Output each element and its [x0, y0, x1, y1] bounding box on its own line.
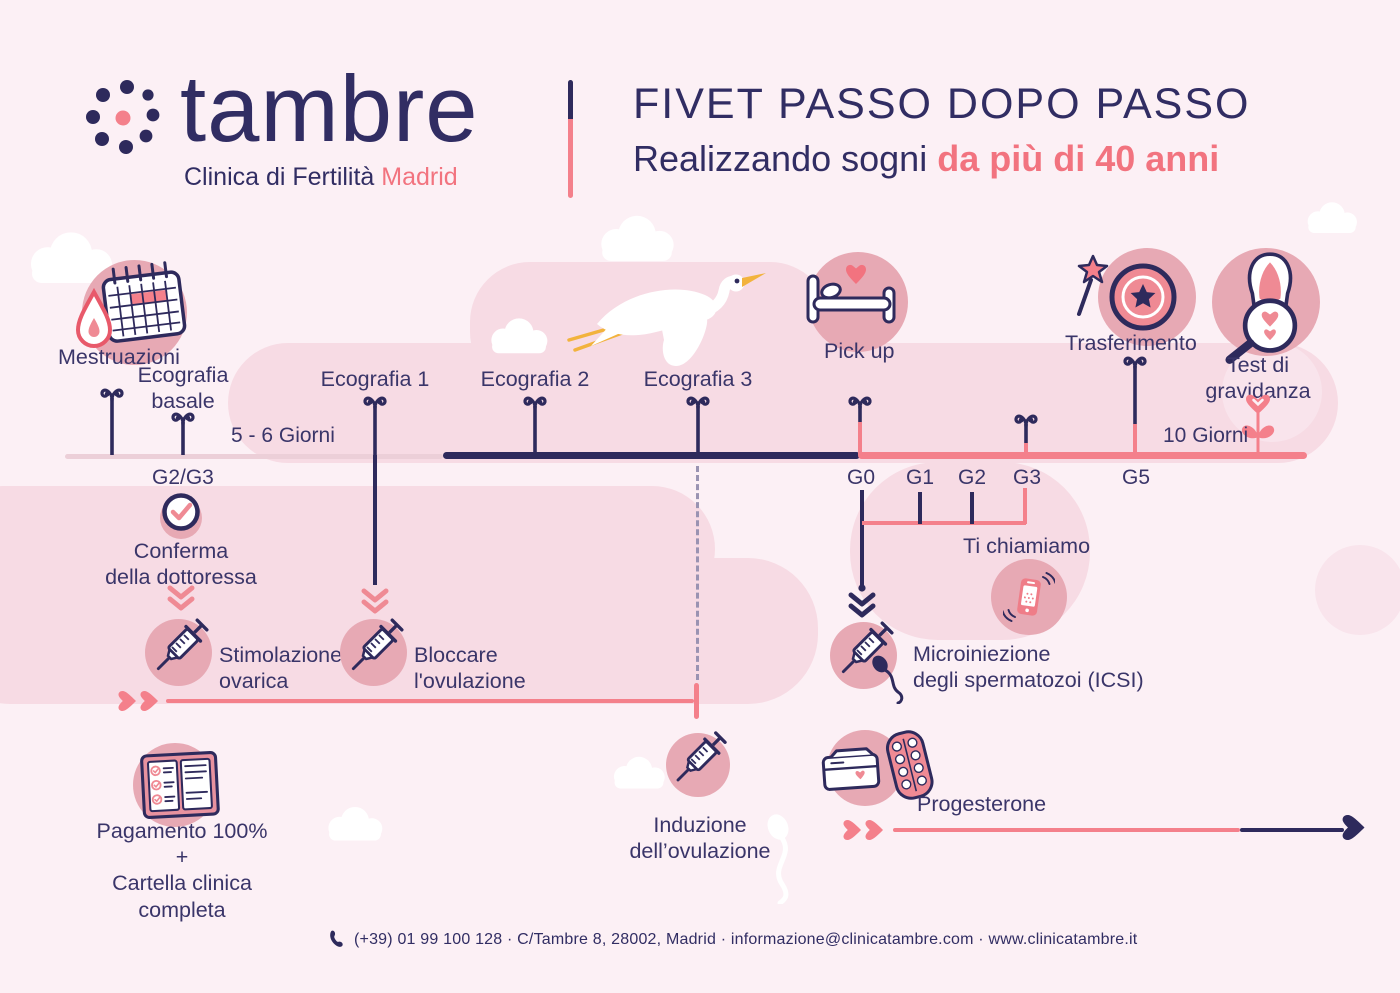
timeline-segment-salmon	[858, 452, 1307, 459]
stimulation-period-line	[166, 699, 694, 703]
syringe-icon	[841, 621, 894, 674]
progesterone-label: Progesterone	[917, 792, 1047, 816]
timeline-segment-navy	[443, 452, 860, 459]
cloud-icon	[491, 318, 548, 354]
trasferimento-stem-salmon	[1133, 424, 1137, 455]
day-label-g2g3: G2/G3	[152, 466, 214, 489]
sperm-icon	[872, 655, 904, 704]
chevron-down-double-navy-icon	[848, 584, 876, 618]
phase1-duration-label: 5 - 6 Giorni	[231, 424, 335, 447]
cloud-icon	[601, 215, 674, 261]
bloccare-label: Bloccare l'ovulazione	[414, 643, 526, 694]
pillbox-blister-icon	[821, 730, 934, 800]
checklist-book-icon	[140, 750, 220, 819]
day-label-g1: G1	[906, 466, 935, 489]
brand-tagline-city: Madrid	[381, 163, 458, 191]
pagamento-label: Pagamento 100% + Cartella clinica comple…	[96, 819, 268, 922]
milestone-label-pick-up: Pick up	[824, 339, 895, 363]
ecografia3-dashed-line	[696, 466, 699, 680]
chevron-down-double-icon	[361, 588, 389, 614]
header-divider	[568, 80, 573, 198]
bracket-line	[862, 521, 1026, 525]
page-title: FIVET PASSO DOPO PASSO	[633, 80, 1251, 128]
footer-contact: (+39) 01 99 100 128 · C/Tambre 8, 28002,…	[354, 931, 1138, 948]
cloud-icon	[328, 806, 383, 841]
background-circle-right	[1222, 342, 1322, 442]
tambre-logo-dots-icon	[86, 80, 160, 154]
sprout-marker-ecografia-1	[363, 396, 387, 455]
sprout-marker-trasferimento	[1123, 356, 1147, 426]
milestone-label-test-gravidanza: Test di gravidanza	[1205, 353, 1311, 404]
heart-arrow-start-icon	[843, 820, 883, 840]
milestone-label-trasferimento: Trasferimento	[1065, 331, 1197, 355]
progesterone-line-navy	[1240, 828, 1344, 832]
cloud-icon	[613, 756, 665, 789]
ringing-phone-icon	[1003, 572, 1055, 622]
stimolazione-label: Stimolazione ovarica	[219, 643, 343, 694]
g3-tick	[1023, 488, 1027, 524]
g0-drop-line	[860, 490, 864, 586]
sprout-marker-ecografia-basale	[171, 412, 195, 455]
heart-arrowhead-icon	[1342, 815, 1365, 840]
page-subtitle-accent: da più di 40 anni	[937, 138, 1220, 179]
chevron-down-double-icon	[167, 585, 195, 611]
g2-tick	[970, 492, 974, 524]
ti-chiamiamo-label: Ti chiamiamo	[963, 534, 1091, 558]
flower-heart-icon	[1241, 394, 1275, 455]
day-label-g3: G3	[1013, 466, 1042, 489]
sprout-marker-g3	[1014, 414, 1038, 445]
heart-arrow-start-icon	[118, 691, 158, 711]
induzione-label: Induzione dell’ovulazione	[629, 813, 771, 864]
syringe-icon	[351, 618, 404, 671]
syringe-icon	[156, 618, 209, 671]
icsi-label: Microiniezione degli spermatozoi (ICSI)	[913, 642, 1144, 693]
page-subtitle: Realizzando sogni da più di 40 anni	[633, 138, 1219, 180]
calendar-blood-drop-icon	[75, 261, 187, 348]
phone-handset-icon	[330, 930, 343, 947]
sprout-marker-ecografia-3	[686, 396, 710, 455]
brand-wordmark: tambre	[180, 56, 479, 161]
brand-tagline-text: Clinica di Fertilità	[184, 163, 375, 191]
timeline-segment-pale	[65, 454, 443, 459]
stimulation-period-end-bar	[694, 683, 699, 719]
sprout-marker-pick-up	[848, 396, 872, 424]
day-label-g5: G5	[1122, 466, 1151, 489]
brand-tagline: Clinica di Fertilità Madrid	[184, 163, 458, 192]
sprout-marker-ecografia-2	[523, 396, 547, 455]
g3-stem-salmon	[1024, 443, 1028, 455]
sprout-marker-mestruazioni	[100, 388, 124, 455]
background-blob-left-lower	[0, 558, 818, 704]
pick-up-stem-salmon	[858, 422, 862, 455]
page-subtitle-plain: Realizzando sogni	[633, 138, 928, 179]
bed-heart-icon	[806, 264, 896, 324]
check-circle-icon	[162, 493, 200, 531]
milestone-label-mestruazioni: Mestruazioni	[58, 345, 180, 369]
sperm-white-icon	[767, 814, 789, 904]
progesterone-line-salmon	[893, 828, 1240, 832]
day-label-g0: G0	[847, 466, 876, 489]
milestone-label-ecografia-3: Ecografia 3	[643, 367, 753, 391]
milestone-label-ecografia-2: Ecografia 2	[480, 367, 590, 391]
cloud-icon	[1307, 202, 1357, 233]
milestone-label-ecografia-1: Ecografia 1	[320, 367, 430, 391]
background-circle-far-right	[1315, 545, 1400, 635]
g1-tick	[918, 492, 922, 524]
ecografia1-drop-line	[373, 455, 377, 585]
day-label-g2: G2	[958, 466, 987, 489]
stork-icon	[567, 273, 766, 366]
milestone-label-ecografia-basale: Ecografia basale	[137, 363, 229, 414]
phase2-duration-label: 10 Giorni	[1163, 424, 1249, 447]
conferma-label: Conferma della dottoressa	[105, 539, 257, 590]
syringe-icon	[676, 731, 727, 782]
magic-wand-target-icon	[1077, 254, 1177, 331]
magnifier-pregnancy-icon	[1225, 252, 1298, 364]
